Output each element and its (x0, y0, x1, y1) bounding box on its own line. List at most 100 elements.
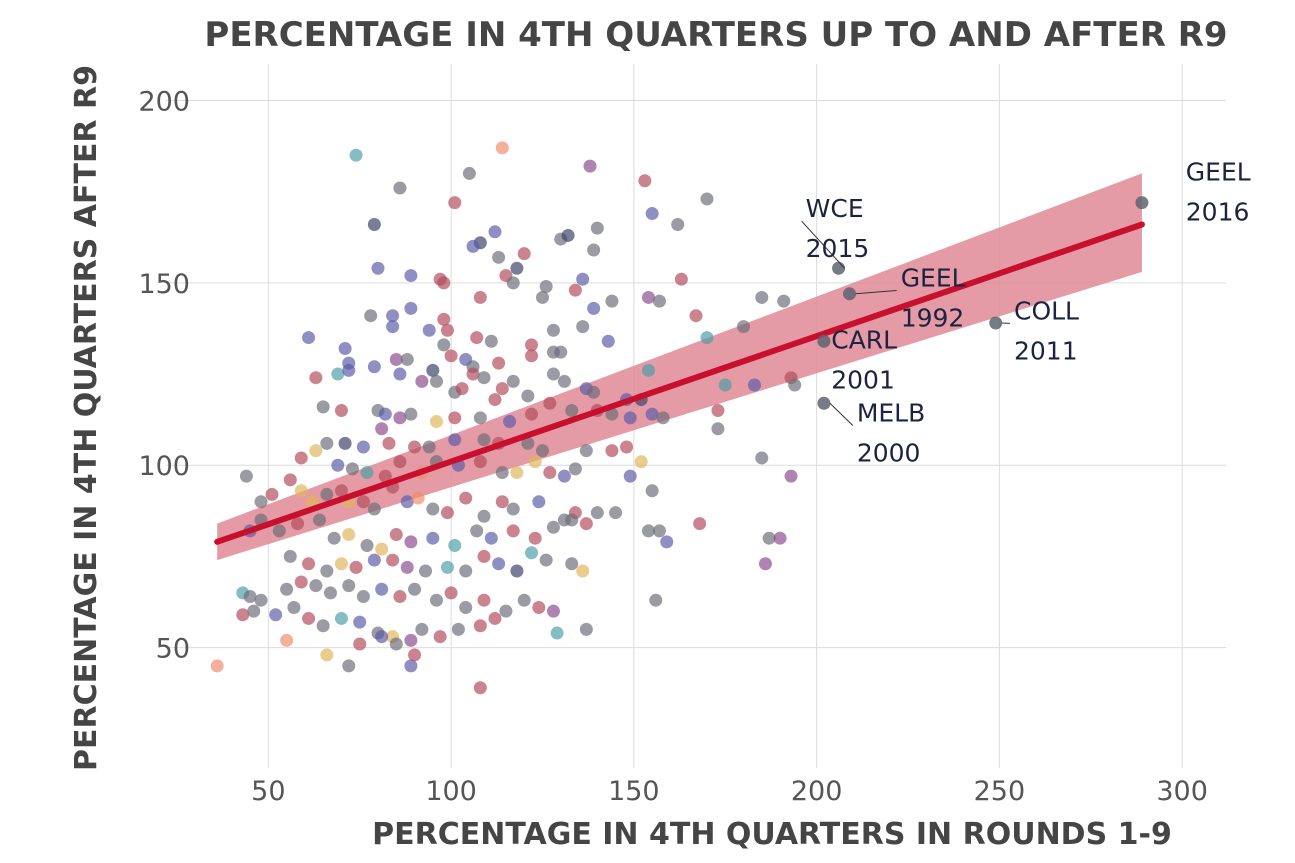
data-point (462, 166, 476, 180)
highlighted-point (989, 316, 1003, 330)
highlighted-point (817, 396, 831, 410)
data-point (590, 506, 604, 520)
annotation-team: WCE (806, 194, 864, 223)
data-point (737, 320, 751, 334)
data-point (579, 622, 593, 636)
data-point (389, 528, 403, 542)
data-point (506, 524, 520, 538)
data-point (404, 407, 418, 421)
data-point (404, 269, 418, 283)
data-point (345, 462, 359, 476)
data-point (393, 181, 407, 195)
data-point (583, 159, 597, 173)
data-point (645, 484, 659, 498)
data-point (444, 586, 458, 600)
data-point (590, 221, 604, 235)
data-point (316, 400, 330, 414)
data-point (546, 323, 560, 337)
data-point (386, 553, 400, 567)
data-point (280, 633, 294, 647)
data-point (758, 557, 772, 571)
data-point (506, 374, 520, 388)
data-point (367, 553, 381, 567)
data-point (506, 276, 520, 290)
data-point (568, 462, 582, 476)
data-point (638, 174, 652, 188)
data-point (371, 261, 385, 275)
data-point (539, 553, 553, 567)
data-point (587, 301, 601, 315)
y-tick-label: 150 (138, 269, 190, 300)
highlighted-point (843, 287, 857, 301)
data-point (302, 557, 316, 571)
annotations: GEEL 2016 WCE 2015 GEEL 1992 COLL 2011 CARL 2001 M… (801, 158, 1251, 467)
data-point (360, 538, 374, 552)
data-point (349, 560, 363, 574)
data-point (243, 590, 257, 604)
data-point (334, 557, 348, 571)
data-point (400, 560, 414, 574)
data-point (546, 604, 560, 618)
data-point (605, 444, 619, 458)
data-point (404, 301, 418, 315)
confidence-band (217, 173, 1142, 561)
data-point (313, 513, 327, 527)
data-point (459, 601, 473, 615)
data-point (473, 455, 487, 469)
data-point (484, 334, 498, 348)
annotation-team: GEEL (901, 264, 966, 293)
x-tick-label: 300 (1156, 776, 1208, 807)
data-point (488, 611, 502, 625)
annotation-team: MELB (857, 398, 925, 427)
data-point (532, 495, 546, 509)
annotation-year: 2015 (806, 234, 870, 263)
data-point (470, 524, 484, 538)
data-point (386, 309, 400, 323)
data-point (656, 411, 670, 425)
x-tick-label: 200 (791, 776, 843, 807)
data-point (674, 272, 688, 286)
data-point (320, 564, 334, 578)
data-point (342, 363, 356, 377)
data-point (367, 217, 381, 231)
y-axis-label: PERCENTAGE IN 4TH QUARTERS AFTER R9 (69, 65, 104, 771)
data-point (762, 531, 776, 545)
data-point (426, 502, 440, 516)
data-point (309, 371, 323, 385)
data-point (419, 564, 433, 578)
data-point (393, 411, 407, 425)
data-point (320, 487, 334, 501)
data-point (338, 436, 352, 450)
data-point (777, 294, 791, 308)
data-point (652, 524, 666, 538)
y-tick-label: 50 (156, 634, 190, 665)
data-point (634, 455, 648, 469)
data-point (382, 436, 396, 450)
data-point (711, 422, 725, 436)
x-axis-label: PERCENTAGE IN 4TH QUARTERS IN ROUNDS 1-9 (372, 817, 1172, 852)
data-point (495, 495, 509, 509)
annotation-year: 2016 (1186, 198, 1250, 227)
data-point (342, 528, 356, 542)
data-point (338, 342, 352, 356)
data-point (535, 290, 549, 304)
data-point (422, 440, 436, 454)
data-point (517, 247, 531, 261)
data-point (309, 444, 323, 458)
data-point (408, 648, 422, 662)
data-point (477, 433, 491, 447)
data-point (466, 239, 480, 253)
data-point (459, 491, 473, 505)
data-point (755, 451, 769, 465)
data-point (539, 280, 553, 294)
data-point (408, 440, 422, 454)
highlighted-point (1135, 196, 1149, 210)
data-point (356, 495, 370, 509)
data-point (283, 473, 297, 487)
data-point (334, 404, 348, 418)
data-point (568, 283, 582, 297)
data-point (210, 659, 224, 673)
data-point (404, 659, 418, 673)
data-point (525, 349, 539, 363)
